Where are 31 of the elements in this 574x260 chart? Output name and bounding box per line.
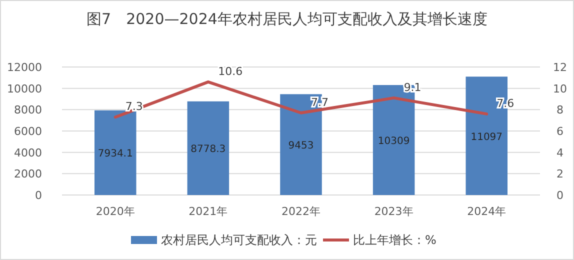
x-tick-label: 2022年 xyxy=(282,205,320,218)
y2-tick-label: 4 xyxy=(556,146,564,160)
y-tick-label: 10000 xyxy=(7,82,42,96)
data-label: 8778.3 xyxy=(190,144,226,156)
y2-tick-label: 8 xyxy=(556,104,564,117)
data-label: 7934.1 xyxy=(98,148,133,160)
y2-tick-label: 12 xyxy=(553,61,567,74)
data-label: 10.6 xyxy=(218,64,243,78)
y-tick-label: 0 xyxy=(35,189,42,202)
y2-tick-label: 10 xyxy=(553,82,567,96)
y2-tick-label: 6 xyxy=(556,125,564,138)
x-tick-label: 2021年 xyxy=(188,205,228,218)
y2-tick-label: 0 xyxy=(556,189,564,202)
y-tick-label: 12000 xyxy=(7,61,42,74)
x-tick-label: 2023年 xyxy=(374,205,414,218)
chart-title: 图7 2020—2024年农村居民人均可支配收入及其增长速度 xyxy=(86,10,488,28)
bar xyxy=(94,110,136,195)
y2-tick-label: 2 xyxy=(556,168,564,181)
y-tick-label: 2000 xyxy=(14,168,42,181)
y-tick-label: 6000 xyxy=(14,125,42,138)
data-label: 10309 xyxy=(378,136,410,148)
x-tick-label: 2024年 xyxy=(467,205,506,218)
legend-label: 农村居民人均可支配收入：元 xyxy=(161,233,317,247)
y-tick-label: 8000 xyxy=(14,104,42,117)
legend-label: 比上年增长：% xyxy=(353,233,436,247)
y-tick-label: 4000 xyxy=(14,146,42,160)
line-series xyxy=(114,80,488,119)
data-label: 11097 xyxy=(470,132,503,143)
x-tick-label: 2020年 xyxy=(96,205,135,218)
data-label: 9453 xyxy=(288,140,314,152)
bar xyxy=(187,101,230,195)
